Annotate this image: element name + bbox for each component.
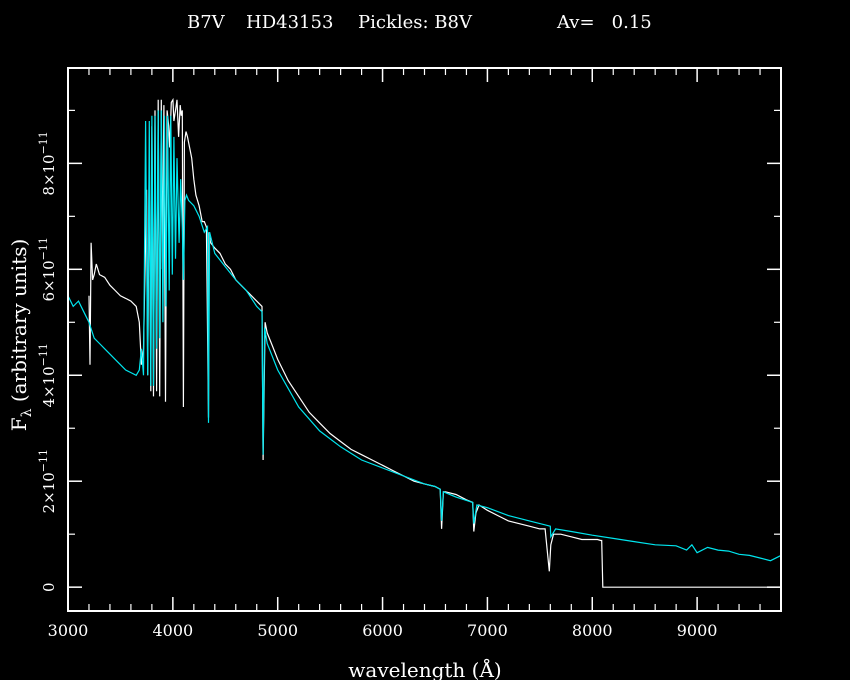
series-layer [68,97,781,588]
title-pickles-match: Pickles: B8V [358,12,473,33]
x-tick-label: 5000 [257,621,298,640]
y-axis-label-symbol: F [7,417,31,431]
template-spectrum-line [68,110,781,562]
x-tick-label: 6000 [362,621,403,640]
x-tick-label: 4000 [152,621,193,640]
title-extinction: Av= 0.15 [556,12,652,33]
x-tick-label: 8000 [572,621,613,640]
title-star-name: HD43153 [246,12,333,33]
x-tick-label: 7000 [467,621,508,640]
x-axis-label: wavelength (Å) [348,657,501,680]
y-tick-label: 8×10−11 [37,131,58,195]
tick-layer: 3000 4000 5000 6000 7000 8000 9000 0 2×10−11 4×10… [37,68,782,640]
x-tick-label: 3000 [48,621,89,640]
y-axis-label-subscript: λ [19,408,35,417]
x-tick-label: 9000 [677,621,718,640]
y-axis-label: Fλ (arbitrary units) [7,239,35,432]
y-tick-label: 6×10−11 [37,237,58,301]
title-spectral-type: B7V [187,12,226,33]
y-axis-label-units: (arbitrary units) [7,239,31,409]
y-tick-label: 4×10−11 [37,343,58,407]
y-tick-label: 0 [40,582,58,592]
y-tick-label: 2×10−11 [37,449,58,513]
